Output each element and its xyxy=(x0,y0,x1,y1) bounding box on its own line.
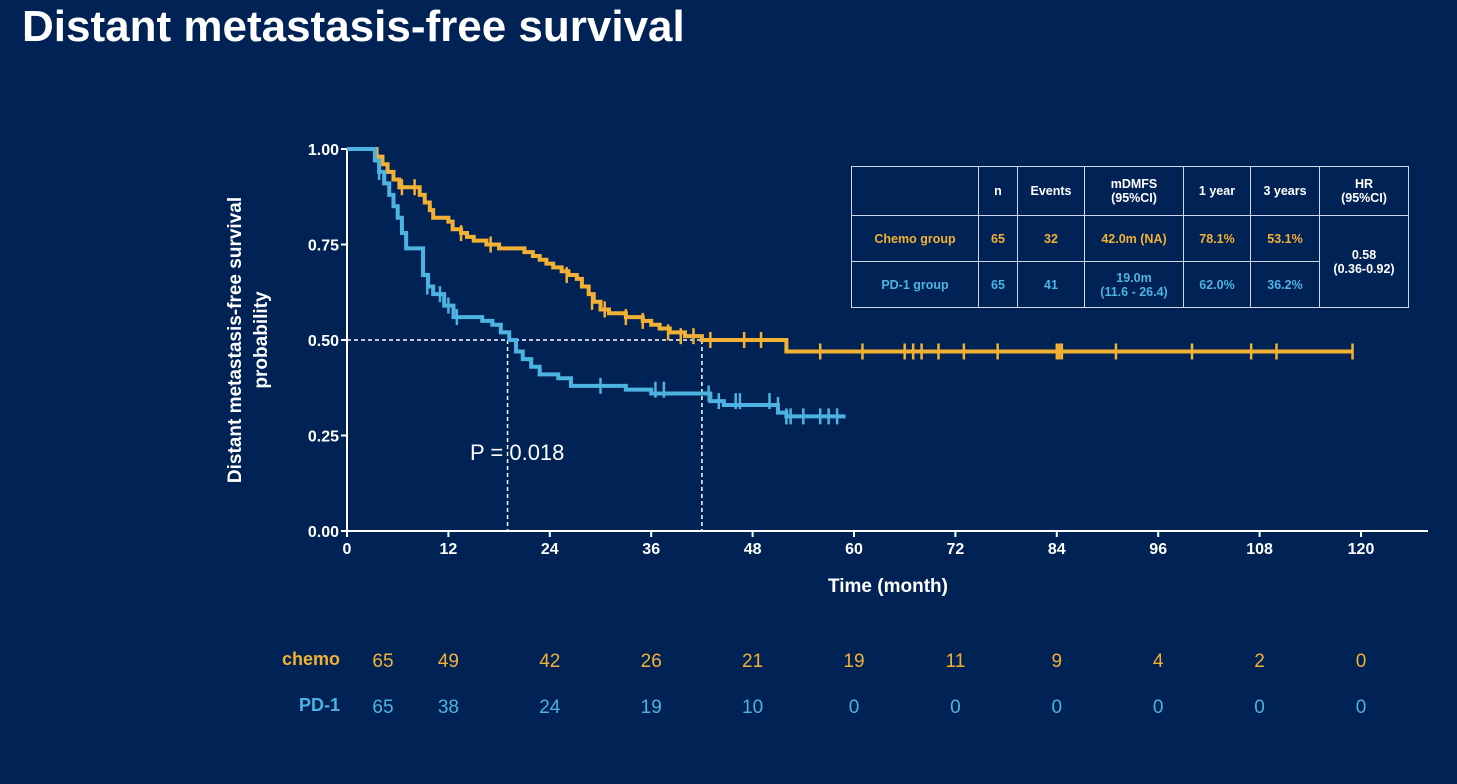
pd1-events: 41 xyxy=(1017,261,1085,308)
hazard-ratio: 0.58 (0.36-0.92) xyxy=(1319,215,1409,308)
risk-label-chemo: chemo xyxy=(282,649,340,669)
stats-row-chemo: Chemo group 65 32 42.0m (NA) 78.1% 53.1%… xyxy=(851,215,1409,308)
km-curve-pd-1 xyxy=(347,147,846,419)
risk-count-pd1: 0 xyxy=(849,697,860,718)
risk-count-pd1: 10 xyxy=(742,697,763,718)
header-hr: HR (95%CI) xyxy=(1319,166,1409,216)
pd1-1year: 62.0% xyxy=(1183,261,1251,308)
chemo-group-label: Chemo group xyxy=(851,215,979,262)
chemo-n: 65 xyxy=(978,215,1018,262)
header-3years: 3 years xyxy=(1250,166,1320,216)
risk-count-pd1: 0 xyxy=(1254,697,1265,718)
y-tick-label: 1.00 xyxy=(308,142,339,159)
risk-count-chemo: 2 xyxy=(1254,651,1265,672)
header-empty xyxy=(851,166,979,216)
risk-label-pd1: PD-1 xyxy=(299,695,340,715)
risk-count-chemo: 49 xyxy=(438,651,459,672)
x-axis-label: Time (month) xyxy=(828,576,948,597)
stats-row-pd1: PD-1 group 65 41 19.0m (11.6 - 26.4) 62.… xyxy=(851,261,1409,308)
risk-count-pd1: 65 xyxy=(372,697,393,718)
header-mdmfs: mDMFS (95%CI) xyxy=(1084,166,1184,216)
pd1-mdmfs: 19.0m (11.6 - 26.4) xyxy=(1084,261,1184,308)
x-tick-label: 12 xyxy=(440,541,458,558)
x-tick-label: 96 xyxy=(1149,541,1167,558)
y-axis-label-line1: Distant metastasis-free survival xyxy=(225,197,246,483)
x-tick-label: 72 xyxy=(947,541,965,558)
header-n: n xyxy=(978,166,1018,216)
risk-count-chemo: 65 xyxy=(372,651,393,672)
pd1-group-label: PD-1 group xyxy=(851,261,979,308)
x-tick-label: 108 xyxy=(1246,541,1273,558)
risk-count-pd1: 19 xyxy=(641,697,662,718)
risk-count-chemo: 42 xyxy=(539,651,560,672)
x-tick-label: 84 xyxy=(1048,541,1066,558)
risk-count-chemo: 9 xyxy=(1052,651,1063,672)
header-events: Events xyxy=(1017,166,1085,216)
risk-count-pd1: 0 xyxy=(950,697,961,718)
y-tick-label: 0.00 xyxy=(308,524,339,541)
x-tick-label: 120 xyxy=(1348,541,1375,558)
risk-count-chemo: 26 xyxy=(641,651,662,672)
km-curve-chemo xyxy=(347,147,1353,354)
risk-count-chemo: 11 xyxy=(946,651,966,672)
slide-title: Distant metastasis-free survival xyxy=(22,2,685,51)
y-tick-label: 0.50 xyxy=(308,333,339,350)
risk-count-pd1: 0 xyxy=(1153,697,1164,718)
header-1year: 1 year xyxy=(1183,166,1251,216)
x-tick-label: 60 xyxy=(845,541,863,558)
chemo-1year: 78.1% xyxy=(1183,215,1251,262)
y-axis-label-line2: probability xyxy=(251,291,272,389)
y-tick-label: 0.75 xyxy=(308,238,339,255)
risk-count-pd1: 24 xyxy=(539,697,561,718)
stats-table: n Events mDMFS (95%CI) 1 year 3 years HR… xyxy=(851,166,1409,308)
risk-count-pd1: 0 xyxy=(1052,697,1063,718)
pd1-3years: 36.2% xyxy=(1250,261,1320,308)
p-value-label: P = 0.018 xyxy=(470,440,564,465)
risk-count-chemo: 0 xyxy=(1356,651,1367,672)
x-tick-label: 24 xyxy=(541,541,559,558)
risk-count-chemo: 21 xyxy=(742,651,763,672)
pd1-n: 65 xyxy=(978,261,1018,308)
chemo-mdmfs: 42.0m (NA) xyxy=(1084,215,1184,262)
risk-count-pd1: 0 xyxy=(1356,697,1367,718)
risk-count-pd1: 38 xyxy=(438,697,459,718)
stats-header-row: n Events mDMFS (95%CI) 1 year 3 years HR… xyxy=(851,166,1409,216)
x-tick-label: 36 xyxy=(642,541,660,558)
x-tick-label: 0 xyxy=(343,541,352,558)
chemo-events: 32 xyxy=(1017,215,1085,262)
chemo-3years: 53.1% xyxy=(1250,215,1320,262)
risk-count-chemo: 19 xyxy=(843,651,864,672)
risk-count-chemo: 4 xyxy=(1153,651,1164,672)
x-tick-label: 48 xyxy=(744,541,762,558)
y-tick-label: 0.25 xyxy=(308,429,339,446)
